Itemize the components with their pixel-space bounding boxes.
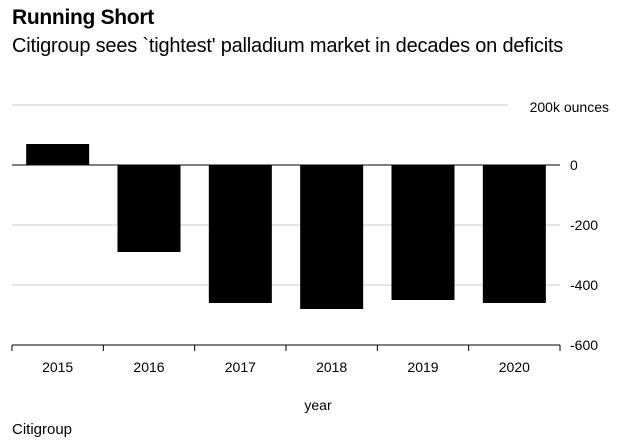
y-tick-label: -600	[570, 337, 598, 353]
axes: 0 -200 -400 -600 2015 2016 2017 2018 2019 2020	[11, 157, 598, 375]
source-note: Citigroup	[12, 421, 73, 438]
y-tick-label: 0	[570, 157, 578, 173]
x-tick-label-2020: 2020	[499, 359, 530, 375]
bar-2018	[300, 165, 364, 309]
bar-2020	[482, 165, 546, 303]
x-tick-label-2015: 2015	[42, 359, 73, 375]
y-unit-label: 200k ounces	[530, 99, 609, 115]
x-axis-label: year	[304, 397, 332, 413]
y-tick-label: -200	[570, 217, 598, 233]
bars	[26, 144, 546, 309]
bar-2016	[117, 165, 181, 252]
chart-title: Running Short	[12, 6, 154, 29]
y-tick-label: -400	[570, 277, 598, 293]
gridlines	[12, 104, 560, 346]
chart-subtitle: Citigroup sees `tightest' palladium mark…	[12, 35, 564, 57]
x-tick-label-2017: 2017	[225, 359, 256, 375]
x-tick-label-2016: 2016	[133, 359, 164, 375]
bar-2017	[208, 165, 272, 303]
x-tick-label-2018: 2018	[316, 359, 347, 375]
bar-2015	[26, 144, 90, 165]
x-tick-label-2019: 2019	[407, 359, 438, 375]
bar-2019	[391, 165, 455, 300]
